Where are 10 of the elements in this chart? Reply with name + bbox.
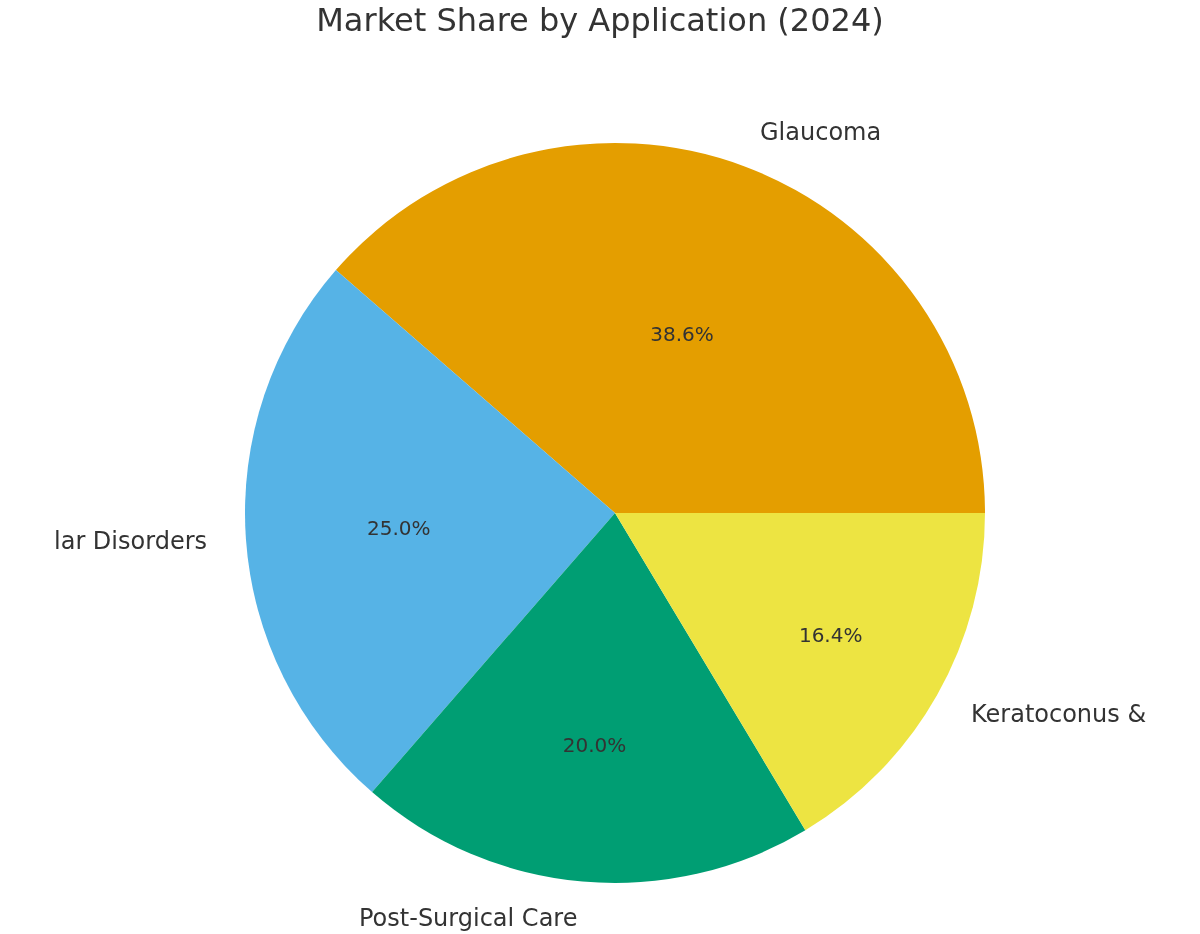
data-label: 25.0%: [367, 515, 431, 540]
data-label: 38.6%: [650, 322, 714, 347]
pie-slice: [335, 143, 985, 513]
slice-label: Glaucoma: [760, 118, 882, 146]
slice-label: Keratoconus &: [971, 700, 1147, 728]
slice-label: lar Disorders: [54, 527, 208, 555]
data-label: 16.4%: [798, 623, 863, 648]
slice-label: Post-Surgical Care: [359, 904, 578, 932]
chart-title: Market Share by Application (2024): [316, 1, 884, 40]
data-label: 20.0%: [562, 733, 627, 758]
